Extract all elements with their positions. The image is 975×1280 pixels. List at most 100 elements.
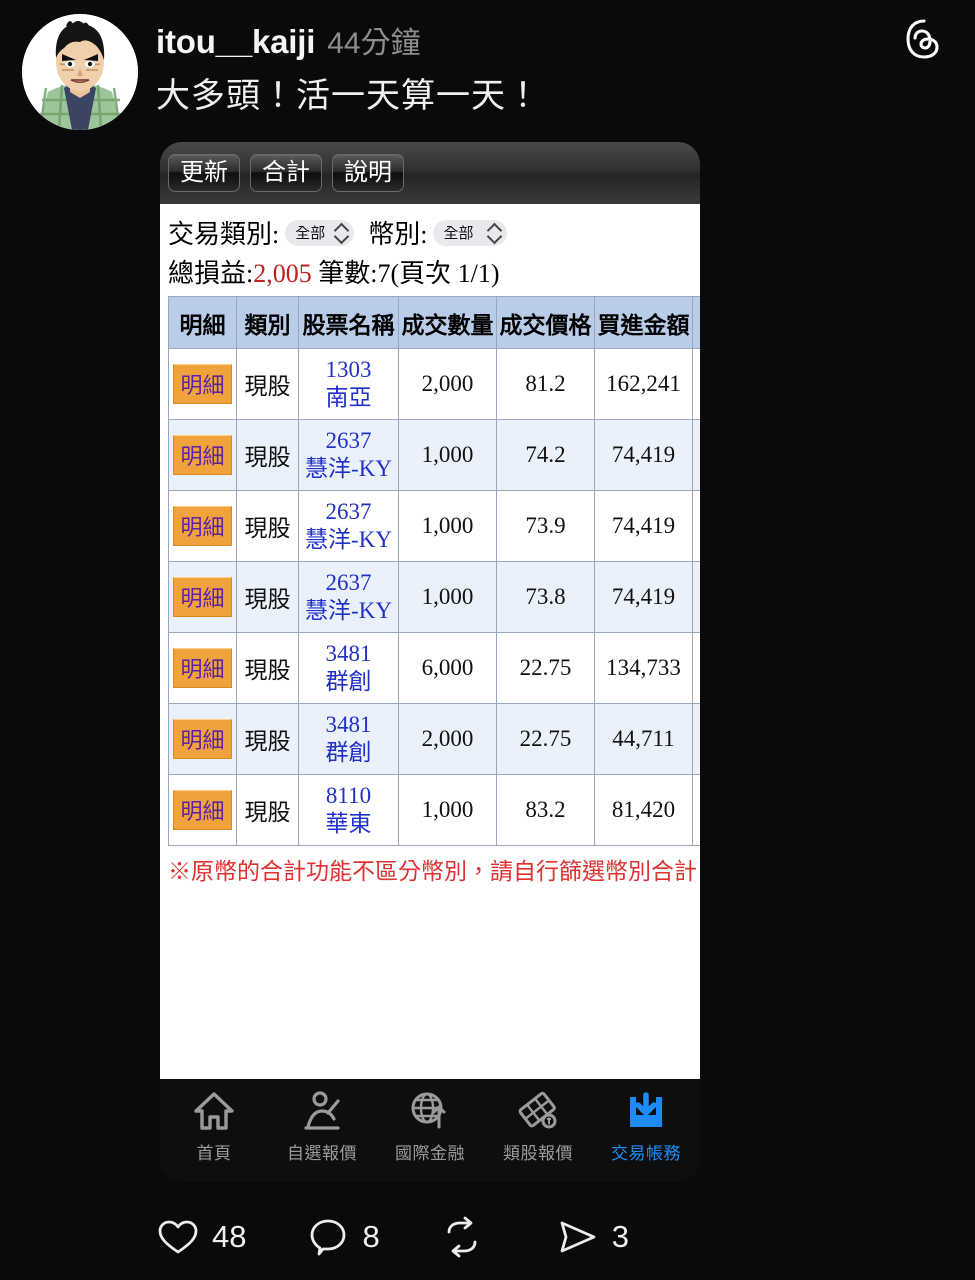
share-button[interactable]: 3 [556,1215,629,1259]
stock-code: 3481 [325,641,372,667]
cell-sell-amount [692,419,700,491]
nav-label-sector: 類股報價 [503,1144,573,1163]
cell-price: 81.2 [496,348,595,420]
detail-button[interactable]: 明細 [173,364,232,404]
currency-select[interactable]: 全部 [433,219,508,246]
total-button[interactable]: 合計 [250,154,322,192]
globe-icon [411,1092,446,1129]
cell-price: 22.75 [496,703,595,775]
repost-icon [447,1216,477,1258]
stock-link[interactable]: 2637 慧洋-KY [299,569,398,624]
help-button[interactable]: 說明 [332,154,404,192]
stock-code: 3481 [325,712,372,738]
stock-link[interactable]: 2637 慧洋-KY [299,427,398,482]
stock-code: 2637 [325,570,372,596]
post-timestamp: 44分鐘 [327,27,421,60]
refresh-button[interactable]: 更新 [168,154,240,192]
like-count: 48 [212,1219,247,1254]
cell-type: 現股 [236,561,299,633]
table-row: 明細 現股 2637 慧洋-KY 1,000 73.8 74,419 [168,561,700,633]
th-quantity: 成交數量 [398,296,497,349]
stock-name: 華東 [325,811,372,836]
stock-link[interactable]: 3481 群創 [299,640,398,695]
cell-quantity: 1,000 [398,419,497,491]
cell-stock: 1303 南亞 [298,348,399,420]
detail-button[interactable]: 明細 [173,719,232,759]
stock-name: 群創 [325,740,372,765]
cell-type: 現股 [236,703,299,775]
stock-link[interactable]: 2637 慧洋-KY [299,498,398,553]
stock-code: 1303 [325,357,372,383]
stock-code: 2637 [325,428,372,454]
nav-item-trading-account[interactable]: 交易帳務 [592,1087,700,1164]
username-row: itou__kaiji 44分鐘 [156,18,421,62]
cell-detail: 明細 [168,419,237,491]
post-header: itou__kaiji 44分鐘 大多頭！活一天算一天！ [0,0,975,130]
stock-link[interactable]: 8110 華東 [299,782,398,837]
pl-label: 總損益: [168,259,254,288]
record-count: 筆數:7(頁次 1/1) [318,259,500,288]
nav-item-sector[interactable]: 類股報價 [484,1087,592,1164]
cell-detail: 明細 [168,561,237,633]
detail-button[interactable]: 明細 [173,790,232,830]
cell-detail: 明細 [168,490,237,562]
stock-name: 慧洋-KY [305,598,392,623]
cell-type: 現股 [236,774,299,846]
threads-logo-icon[interactable] [901,16,947,62]
nav-item-watchlist[interactable]: 自選報價 [268,1087,376,1164]
cell-price: 22.75 [496,632,595,704]
table-row: 明細 現股 8110 華東 1,000 83.2 81,420 [168,774,700,846]
cell-quantity: 2,000 [398,348,497,420]
cell-price: 74.2 [496,419,595,491]
cell-quantity: 2,000 [398,703,497,775]
cell-buy-amount: 74,419 [594,419,693,491]
cell-quantity: 1,000 [398,561,497,633]
table-row: 明細 現股 3481 群創 2,000 22.75 44,711 [168,703,700,775]
cell-quantity: 1,000 [398,490,497,562]
stock-link[interactable]: 1303 南亞 [299,356,398,411]
cell-detail: 明細 [168,348,237,420]
th-price: 成交價格 [496,296,595,349]
share-count: 3 [611,1219,629,1254]
comment-button[interactable]: 8 [306,1215,380,1259]
nav-item-global[interactable]: 國際金融 [376,1087,484,1164]
app-screenshot-frame: 更新 合計 說明 交易類別: 全部 幣別: 全部 總損益:2,005 筆數:7(… [160,142,700,1182]
like-button[interactable]: 48 [156,1215,246,1259]
sector-icon [518,1091,557,1129]
repost-button[interactable] [440,1215,496,1259]
trades-table-wrap: 明細 類別 股票名稱 成交數量 成交價格 買進金額 賣 明細現股1303南亞2,… [160,296,700,846]
stock-name: 慧洋-KY [305,456,392,481]
cell-sell-amount [692,774,700,846]
detail-button[interactable]: 明細 [173,506,232,546]
inbox-down-icon [630,1092,662,1127]
cell-sell-amount [692,490,700,562]
stock-name: 南亞 [325,385,372,410]
table-row: 明細 現股 2637 慧洋-KY 1,000 74.2 74,419 [168,419,700,491]
cell-buy-amount: 162,241 [594,348,693,420]
summary-row: 總損益:2,005 筆數:7(頁次 1/1) [160,251,700,296]
watchlist-icon [304,1091,340,1130]
avatar[interactable] [22,14,138,130]
detail-button[interactable]: 明細 [173,577,232,617]
th-type: 類別 [236,296,299,349]
currency-label: 幣別: [368,220,428,249]
cell-sell-amount [692,703,700,775]
trade-type-select[interactable]: 全部 [285,219,355,246]
pl-value: 2,005 [253,259,312,288]
nav-item-home[interactable]: 首頁 [160,1087,268,1164]
stock-link[interactable]: 3481 群創 [299,711,398,766]
detail-button[interactable]: 明細 [173,435,232,475]
cell-detail: 明細 [168,632,237,704]
cell-quantity: 6,000 [398,632,497,704]
cell-type: 現股 [236,348,299,420]
trades-table: 明細 類別 股票名稱 成交數量 成交價格 買進金額 賣 明細現股1303南亞2,… [168,296,700,846]
nav-label-home: 首頁 [196,1144,232,1163]
stock-code: 8110 [325,783,372,809]
cell-buy-amount: 74,419 [594,490,693,562]
app-bottom-nav: 首頁 自選報價 國際金融 [160,1079,700,1182]
cell-sell-amount [692,348,700,420]
detail-button[interactable]: 明細 [173,648,232,688]
stock-name: 慧洋-KY [305,527,392,552]
username[interactable]: itou__kaiji [156,23,316,60]
